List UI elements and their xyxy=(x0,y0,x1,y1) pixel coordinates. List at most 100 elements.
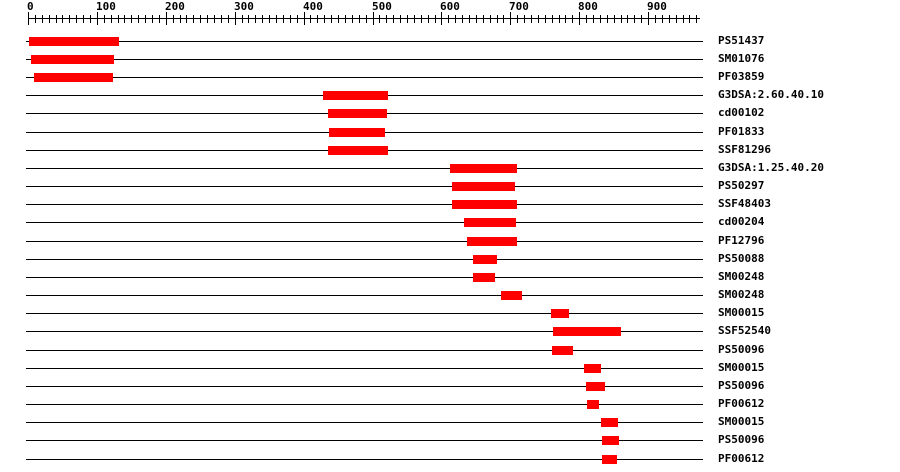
ruler-minor-tick xyxy=(338,15,339,23)
domain-bar xyxy=(328,109,387,118)
ruler-major-tick xyxy=(97,12,98,25)
ruler-minor-tick xyxy=(124,15,125,23)
ruler-minor-tick xyxy=(448,15,449,23)
domain-label: SM00015 xyxy=(718,415,765,428)
ruler-minor-tick xyxy=(331,15,332,23)
ruler-tick-label: 900 xyxy=(647,0,667,13)
ruler-minor-tick xyxy=(614,15,615,23)
sequence-line xyxy=(26,204,703,205)
ruler-minor-tick xyxy=(49,15,50,23)
ruler-minor-tick xyxy=(83,15,84,23)
ruler-minor-tick xyxy=(290,15,291,23)
sequence-line xyxy=(26,241,703,242)
ruler-minor-tick xyxy=(345,15,346,23)
domain-bar xyxy=(467,237,517,246)
ruler-minor-tick xyxy=(42,15,43,23)
ruler-minor-tick xyxy=(483,15,484,23)
ruler-minor-tick xyxy=(538,15,539,23)
ruler-minor-tick xyxy=(400,15,401,23)
domain-label: PF00612 xyxy=(718,397,765,410)
ruler-minor-tick xyxy=(269,15,270,23)
ruler-minor-tick xyxy=(76,15,77,23)
ruler-minor-tick xyxy=(386,15,387,23)
ruler-minor-tick xyxy=(193,15,194,23)
domain-bar xyxy=(473,255,497,264)
domain-label: SSF81296 xyxy=(718,143,771,156)
domain-bar xyxy=(601,418,618,427)
domain-label: PF12796 xyxy=(718,234,765,247)
ruler-minor-tick xyxy=(462,15,463,23)
ruler-minor-tick xyxy=(228,15,229,23)
domain-label: PS50096 xyxy=(718,379,765,392)
domain-label: PS50096 xyxy=(718,433,765,446)
ruler-minor-tick xyxy=(56,15,57,23)
ruler-minor-tick xyxy=(627,15,628,23)
sequence-line xyxy=(26,422,703,423)
ruler-minor-tick xyxy=(248,15,249,23)
ruler-tick-label: 700 xyxy=(509,0,529,13)
ruler-minor-tick xyxy=(669,15,670,23)
ruler-major-tick xyxy=(28,12,29,25)
sequence-line xyxy=(26,386,703,387)
domain-label: SM00248 xyxy=(718,270,765,283)
ruler-minor-tick xyxy=(90,15,91,23)
domain-label: SM00015 xyxy=(718,361,765,374)
ruler-minor-tick xyxy=(607,15,608,23)
sequence-line xyxy=(26,77,703,78)
ruler-minor-tick xyxy=(297,15,298,23)
ruler-minor-tick xyxy=(435,15,436,23)
ruler-minor-tick xyxy=(428,15,429,23)
domain-bar xyxy=(473,273,495,282)
ruler-tick-label: 300 xyxy=(234,0,254,13)
ruler-minor-tick xyxy=(517,15,518,23)
domain-label: G3DSA:2.60.40.10 xyxy=(718,88,824,101)
ruler-tick-label: 400 xyxy=(303,0,323,13)
ruler-minor-tick xyxy=(180,15,181,23)
ruler-minor-tick xyxy=(696,15,697,23)
domain-bar xyxy=(452,200,517,209)
ruler-minor-tick xyxy=(317,15,318,23)
ruler-minor-tick xyxy=(118,15,119,23)
ruler-minor-tick xyxy=(634,15,635,23)
ruler-minor-tick xyxy=(283,15,284,23)
ruler-minor-tick xyxy=(310,15,311,23)
domain-bar xyxy=(34,73,113,82)
ruler-minor-tick xyxy=(655,15,656,23)
ruler-major-tick xyxy=(304,12,305,25)
ruler-minor-tick xyxy=(524,15,525,23)
sequence-line xyxy=(26,459,703,460)
domain-label: G3DSA:1.25.40.20 xyxy=(718,161,824,174)
domain-bar xyxy=(602,436,619,445)
ruler-minor-tick xyxy=(276,15,277,23)
ruler-major-tick xyxy=(579,12,580,25)
ruler-minor-tick xyxy=(683,15,684,23)
domain-bar xyxy=(323,91,388,100)
ruler-tick-label: 500 xyxy=(372,0,392,13)
domain-label: cd00102 xyxy=(718,106,765,119)
domain-bar xyxy=(584,364,601,373)
ruler-minor-tick xyxy=(469,15,470,23)
sequence-line xyxy=(26,404,703,405)
ruler-minor-tick xyxy=(262,15,263,23)
ruler-minor-tick xyxy=(62,15,63,23)
ruler-minor-tick xyxy=(173,15,174,23)
domain-label: SSF52540 xyxy=(718,324,771,337)
domain-bar xyxy=(501,291,522,300)
sequence-line xyxy=(26,222,703,223)
sequence-line xyxy=(26,168,703,169)
ruler-tick-label: 800 xyxy=(578,0,598,13)
ruler-minor-tick xyxy=(159,15,160,23)
domain-label: PS50088 xyxy=(718,252,765,265)
domain-bar xyxy=(452,182,515,191)
sequence-line xyxy=(26,368,703,369)
sequence-line xyxy=(26,331,703,332)
domain-bar xyxy=(587,400,599,409)
ruler-minor-tick xyxy=(242,15,243,23)
domain-bar xyxy=(552,346,573,355)
domain-bar xyxy=(553,327,621,336)
ruler-minor-tick xyxy=(641,15,642,23)
domain-label: PF00612 xyxy=(718,452,765,465)
ruler-minor-tick xyxy=(565,15,566,23)
ruler-minor-tick xyxy=(221,15,222,23)
